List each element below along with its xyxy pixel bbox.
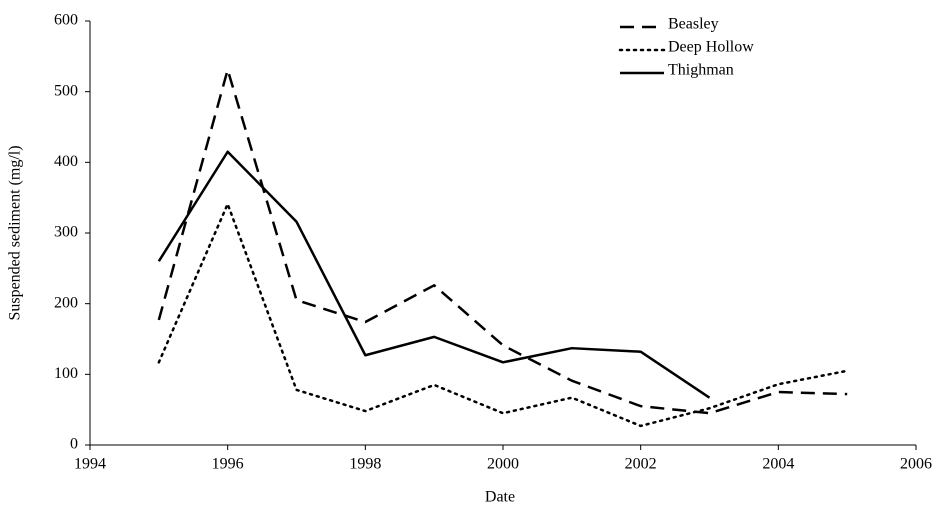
legend-label: Deep Hollow <box>668 39 754 56</box>
legend-label: Beasley <box>668 16 719 33</box>
legend-label: Thighman <box>668 62 734 79</box>
x-tick-label: 2006 <box>900 456 932 473</box>
y-tick-label: 100 <box>54 365 78 382</box>
x-tick-label: 1994 <box>74 456 106 473</box>
x-tick-label: 1996 <box>212 456 244 473</box>
x-tick-label: 2004 <box>762 456 794 473</box>
x-tick-label: 1998 <box>349 456 381 473</box>
x-tick-label: 2000 <box>487 456 519 473</box>
y-tick-label: 400 <box>54 153 78 170</box>
series-line <box>157 202 849 428</box>
series-line <box>157 150 711 399</box>
y-tick-label: 0 <box>70 436 78 453</box>
y-tick-label: 500 <box>54 82 78 99</box>
y-axis-title: Suspended sediment (mg/l) <box>7 145 24 320</box>
y-tick-label: 600 <box>54 12 78 29</box>
series-line <box>157 68 848 415</box>
y-tick-label: 200 <box>54 294 78 311</box>
x-axis-title: Date <box>485 489 515 506</box>
x-tick-label: 2002 <box>625 456 657 473</box>
y-tick-label: 300 <box>54 224 78 241</box>
